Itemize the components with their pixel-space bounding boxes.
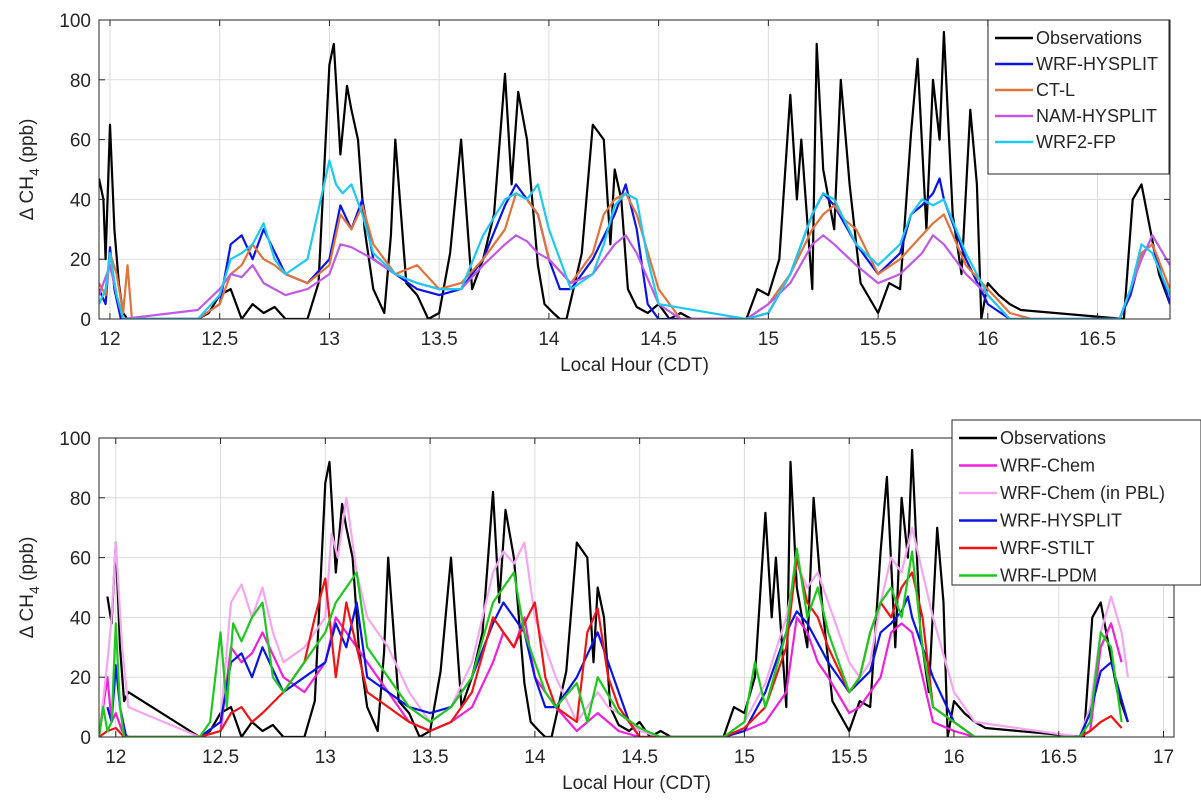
- series-line-wrf-lpdm: [99, 547, 1123, 737]
- y-tick-label: 60: [70, 131, 91, 152]
- y-axis-label: Δ CH4 (ppb): [17, 537, 42, 639]
- legend: Observations WRF-Chem WRF-Chem (in PBL) WRF…: [951, 419, 1201, 586]
- y-tick-label: 20: [70, 250, 91, 271]
- series-line-observations: [99, 30, 1170, 319]
- series-group: [99, 30, 1170, 319]
- y-tick-label: 60: [70, 549, 91, 570]
- x-axis-label: Local Hour (CDT): [562, 773, 711, 794]
- y-tick-label: 100: [59, 429, 91, 450]
- legend-box: [987, 19, 1170, 175]
- y-tick-label: 0: [80, 728, 91, 749]
- y-tick-label: 100: [59, 11, 91, 32]
- x-tick-label: 13: [315, 747, 336, 768]
- series-group: [99, 448, 1129, 737]
- series-line-observations: [106, 448, 1129, 737]
- x-tick-label: 17: [1153, 747, 1174, 768]
- x-tick-label: 14.5: [640, 329, 677, 350]
- legend-label-wrf2-fp: WRF2-FP: [1036, 132, 1116, 152]
- y-tick-label: 80: [70, 489, 91, 510]
- x-axis-label: Local Hour (CDT): [560, 355, 709, 376]
- x-tick-label: 15.5: [860, 329, 897, 350]
- y-tick-label: 0: [80, 310, 91, 331]
- x-tick-label: 15.5: [831, 747, 868, 768]
- x-tick-label: 16.5: [1079, 329, 1116, 350]
- legend-label-wrf-hysplit: WRF-HYSPLIT: [1036, 54, 1158, 74]
- chart-panel-2: 12 12.5 13 13.5 14 14.5 15 15.5 16 16.5 17 0 20 40 60 8…: [17, 419, 1201, 794]
- chart-panel-1: 12 12.5 13 13.5 14 14.5 15 15.5 16 16.5 0 20 40 60 80 1…: [17, 11, 1171, 376]
- y-tick-label: 40: [70, 190, 91, 211]
- x-tick-label: 13.5: [421, 329, 458, 350]
- legend: Observations WRF-HYSPLIT CT-L NAM-HYSPLIT WR…: [987, 19, 1170, 175]
- x-tick-label: 16.5: [1040, 747, 1077, 768]
- legend-label-wrf-hysplit: WRF-HYSPLIT: [1000, 511, 1122, 531]
- x-tick-label: 15: [734, 747, 755, 768]
- y-tick-label: 40: [70, 608, 91, 629]
- x-tick-label: 15: [758, 329, 779, 350]
- x-tick-label: 14: [524, 747, 546, 768]
- y-tick-label: 80: [70, 71, 91, 92]
- series-line-wrf-chem: [99, 616, 1123, 737]
- legend-label-observations: Observations: [1000, 428, 1106, 448]
- y-tick-label: 20: [70, 668, 91, 689]
- legend-label-nam-hysplit: NAM-HYSPLIT: [1036, 106, 1157, 126]
- axes-box: [98, 19, 1171, 320]
- x-tick-label: 12.5: [201, 329, 238, 350]
- x-tick-label: 16: [977, 329, 998, 350]
- x-tick-label: 13: [319, 329, 340, 350]
- legend-label-observations: Observations: [1036, 28, 1142, 48]
- x-tick-label: 12.5: [202, 747, 239, 768]
- x-tick-label: 14.5: [621, 747, 658, 768]
- x-tick-label: 13.5: [412, 747, 449, 768]
- y-axis-label: Δ CH4 (ppb): [17, 119, 42, 221]
- axes-box: [98, 437, 1175, 738]
- legend-label-wrf-stilt: WRF-STILT: [1000, 538, 1095, 558]
- x-tick-label: 16: [943, 747, 964, 768]
- series-line-wrf2-fp: [99, 159, 1170, 319]
- series-line-nam-hysplit: [99, 234, 1170, 319]
- legend-label-wrf-chem: WRF-Chem: [1000, 456, 1095, 476]
- legend-label-wrf-chem-in-pbl: WRF-Chem (in PBL): [1000, 483, 1165, 503]
- legend-label-wrf-lpdm: WRF-LPDM: [1000, 566, 1097, 586]
- legend-label-ct-l: CT-L: [1036, 80, 1075, 100]
- x-tick-label: 12: [105, 747, 126, 768]
- series-line-wrf-chem-in-pbl: [99, 496, 1129, 737]
- legend-box: [951, 419, 1201, 586]
- x-tick-label: 12: [99, 329, 120, 350]
- series-line-wrf-stilt: [99, 556, 1123, 737]
- x-tick-label: 14: [538, 329, 560, 350]
